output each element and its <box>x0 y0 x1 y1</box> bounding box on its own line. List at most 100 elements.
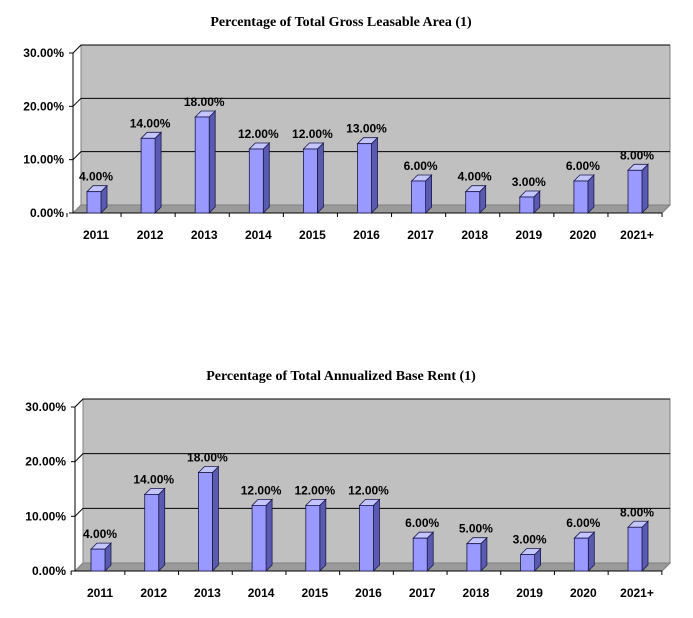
chart-gross-leasable-area: Percentage of Total Gross Leasable Area … <box>23 15 672 242</box>
bar-front <box>412 537 428 572</box>
data-label: 12.00% <box>294 483 335 497</box>
x-tick-label: 2021+ <box>620 586 654 600</box>
bar-side <box>211 465 219 572</box>
bar-front <box>573 537 589 572</box>
bar <box>356 136 379 214</box>
x-tick-label: 2012 <box>140 586 167 600</box>
bar-front <box>627 526 643 572</box>
x-tick-label: 2014 <box>245 228 272 242</box>
bar-front <box>140 137 156 214</box>
bar <box>572 174 595 214</box>
bar <box>304 498 327 572</box>
bar <box>519 547 542 572</box>
bar <box>194 110 217 214</box>
data-label: 14.00% <box>130 116 171 130</box>
bar <box>140 131 163 214</box>
bar-front <box>194 116 210 214</box>
bar-side <box>319 498 327 572</box>
gridline <box>74 507 670 517</box>
bar-side <box>373 498 380 572</box>
x-tick-label: 2015 <box>301 586 328 600</box>
x-tick-label: 2012 <box>137 228 164 242</box>
x-tick-label: 2017 <box>407 228 434 242</box>
x-tick-label: 2016 <box>353 228 380 242</box>
bar <box>86 184 108 214</box>
x-tick-label: 2019 <box>516 586 543 600</box>
bar-front <box>519 196 535 214</box>
bar <box>302 142 325 214</box>
bar <box>90 542 112 572</box>
bar-side <box>587 531 595 572</box>
x-tick-label: 2020 <box>570 586 597 600</box>
y-tick-label: 30.00% <box>23 46 64 60</box>
bar <box>627 520 649 572</box>
x-tick-label: 2011 <box>87 586 113 600</box>
data-label: 3.00% <box>512 175 546 189</box>
bar-front <box>90 548 106 572</box>
bar-front <box>465 191 481 214</box>
x-tick-label: 2019 <box>515 228 542 242</box>
x-tick-label: 2015 <box>299 228 326 242</box>
bar <box>464 184 487 214</box>
chart-annualized-base-rent: Percentage of Total Annualized Base Rent… <box>25 369 672 600</box>
bar <box>465 536 488 572</box>
x-tick-label: 2013 <box>191 228 218 242</box>
data-label: 18.00% <box>187 451 228 465</box>
bar <box>143 487 166 572</box>
bar-front <box>357 143 372 214</box>
bar-front <box>86 191 102 214</box>
data-label: 3.00% <box>513 533 547 547</box>
bar-front <box>627 169 643 214</box>
bar <box>627 163 649 214</box>
data-label: 8.00% <box>620 505 654 519</box>
data-label: 4.00% <box>79 170 113 184</box>
bar-side <box>425 174 433 214</box>
bar-side <box>587 174 595 214</box>
y-tick-label: 10.00% <box>25 509 66 523</box>
bar-front <box>248 148 264 214</box>
x-tick-label: 2013 <box>194 586 221 600</box>
y-tick-label: 30.00% <box>25 400 66 414</box>
data-label: 5.00% <box>459 522 493 536</box>
x-tick-label: 2018 <box>463 586 490 600</box>
gridline <box>74 453 670 463</box>
data-label: 4.00% <box>83 527 117 541</box>
data-label: 12.00% <box>241 483 282 497</box>
bar-side <box>641 163 649 214</box>
gridline <box>72 44 670 54</box>
data-label: 8.00% <box>620 148 654 162</box>
bar <box>410 174 433 214</box>
bar-side <box>158 487 166 572</box>
bar-front <box>305 504 321 572</box>
gridline <box>72 151 670 161</box>
x-tick-label: 2018 <box>461 228 488 242</box>
bar-side <box>426 531 434 572</box>
bar-front <box>144 494 160 572</box>
bar-side <box>641 520 649 572</box>
x-tick-label: 2016 <box>355 586 382 600</box>
bar <box>358 498 381 572</box>
bar-side <box>208 110 216 214</box>
gridline <box>72 97 670 107</box>
data-label: 6.00% <box>405 516 439 530</box>
x-tick-label: 2014 <box>248 586 275 600</box>
gridline <box>74 398 670 408</box>
bar-side <box>265 498 273 572</box>
data-label: 4.00% <box>458 170 492 184</box>
y-tick-label: 0.00% <box>30 206 64 220</box>
bar-front <box>573 180 589 214</box>
data-label: 6.00% <box>566 516 600 530</box>
data-label: 6.00% <box>566 159 600 173</box>
x-tick-label: 2021+ <box>620 228 654 242</box>
bar-front <box>411 180 427 214</box>
bar-front <box>520 554 535 572</box>
bar-front <box>359 504 374 572</box>
data-label: 13.00% <box>346 122 387 136</box>
bar-side <box>316 142 324 214</box>
bar-side <box>154 131 162 214</box>
y-tick-label: 20.00% <box>23 99 64 113</box>
data-label: 12.00% <box>348 483 389 497</box>
data-label: 12.00% <box>238 127 279 141</box>
bar-front <box>251 504 267 572</box>
